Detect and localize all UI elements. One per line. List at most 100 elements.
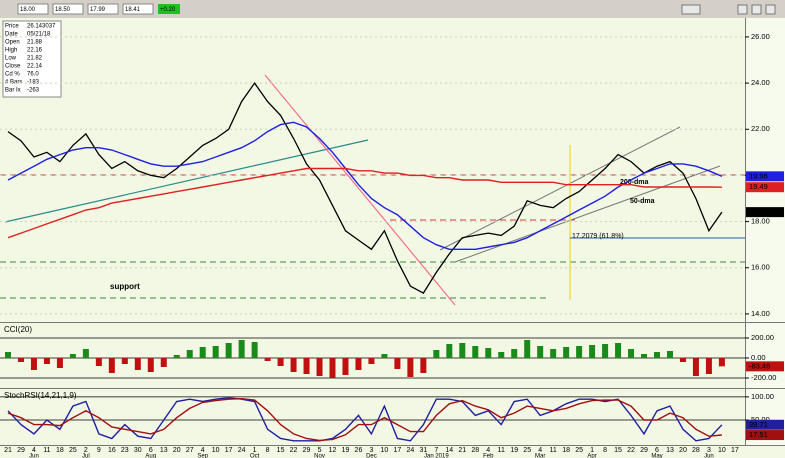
- x-tick-label: 1: [253, 447, 257, 454]
- info-label: Bar Ix: [5, 88, 21, 94]
- bar: [472, 346, 479, 358]
- info-value: -183: [27, 80, 40, 86]
- bar: [134, 358, 141, 370]
- bar: [17, 358, 24, 362]
- maximize-button[interactable]: [751, 4, 762, 15]
- x-tick-label: 9: [97, 447, 101, 454]
- y-tick-label: 16.00: [751, 263, 770, 272]
- x-tick-label: 6: [655, 447, 659, 454]
- value-box-label: 19.96: [749, 171, 768, 180]
- x-tick-label: 17: [394, 447, 402, 454]
- month-label: May: [651, 454, 662, 458]
- x-tick-label: 13: [666, 447, 674, 454]
- bar: [420, 358, 427, 373]
- value-box-label: 19.49: [749, 182, 768, 191]
- month-label: Sep: [197, 454, 208, 458]
- value-box-label: -83.46: [749, 361, 770, 370]
- value-box: [746, 361, 784, 372]
- bar: [615, 343, 622, 358]
- month-label: Nov: [314, 454, 325, 458]
- annotation: 200-dma: [620, 179, 649, 186]
- y-tick-label: 14.00: [751, 309, 770, 318]
- bar: [342, 358, 349, 375]
- x-tick-label: 25: [69, 447, 77, 454]
- x-tick-label: 1: [590, 447, 594, 454]
- minimize-button[interactable]: [737, 4, 748, 15]
- bar: [602, 344, 609, 358]
- x-tick-label: 23: [121, 447, 129, 454]
- x-tick-label: 7: [434, 447, 438, 454]
- info-value: -263: [27, 88, 40, 94]
- bar: [666, 351, 673, 358]
- bar: [108, 358, 115, 373]
- x-tick-label: 21: [4, 447, 12, 454]
- month-label: Oct: [250, 454, 260, 458]
- bar: [5, 352, 11, 358]
- bar: [641, 354, 648, 358]
- bar: [446, 344, 453, 358]
- info-value: 21.88: [27, 40, 43, 46]
- info-label: Close: [5, 64, 21, 70]
- x-tick-label: 13: [160, 447, 168, 454]
- y-tick-label: 100.00: [751, 392, 774, 401]
- toolbar-button[interactable]: [681, 4, 701, 15]
- x-tick-label: 19: [342, 447, 350, 454]
- info-label: High: [5, 48, 17, 54]
- x-tick-label: 15: [614, 447, 622, 454]
- bar: [173, 355, 180, 358]
- y-tick-label: 0.00: [751, 353, 766, 362]
- x-tick-label: 3: [369, 447, 373, 454]
- channel-line: [439, 126, 681, 251]
- month-label: Mar: [535, 454, 545, 458]
- month-label: Feb: [483, 454, 494, 458]
- x-tick-label: 10: [212, 447, 220, 454]
- x-tick-label: 4: [32, 447, 36, 454]
- month-label: Jan 2019: [424, 454, 449, 458]
- info-label: Open: [5, 40, 20, 46]
- bar: [329, 358, 336, 378]
- bar: [679, 358, 686, 362]
- month-label: Aug: [145, 454, 156, 458]
- bar: [82, 349, 89, 358]
- x-tick-label: 27: [186, 447, 194, 454]
- series-line: [7, 81, 723, 294]
- bar: [264, 358, 271, 361]
- bar: [550, 349, 557, 358]
- bar: [121, 358, 128, 364]
- panel-title: StochRSI(14,21,1,9): [4, 391, 77, 400]
- trend-line: [4, 139, 369, 223]
- x-tick-label: 4: [201, 447, 205, 454]
- change-box: [158, 4, 180, 14]
- toolbar-field: [122, 3, 154, 15]
- bar: [368, 358, 375, 364]
- close-button[interactable]: [765, 4, 776, 15]
- bar: [186, 350, 193, 358]
- toolbar-field: [17, 3, 49, 15]
- bar: [433, 350, 440, 358]
- x-tick-label: 25: [523, 447, 531, 454]
- x-tick-label: 12: [329, 447, 337, 454]
- info-label: Date: [5, 32, 18, 38]
- toolbar-field: [87, 3, 119, 15]
- info-value: 22.14: [27, 64, 43, 70]
- toolbar-value: 18.41: [125, 7, 141, 13]
- bar: [705, 358, 712, 374]
- y-tick-label: 18.00: [751, 217, 770, 226]
- bar: [199, 347, 206, 358]
- bar: [589, 345, 596, 358]
- bar: [225, 343, 232, 358]
- x-tick-label: 8: [266, 447, 270, 454]
- bar: [407, 358, 414, 377]
- x-tick-label: 29: [640, 447, 648, 454]
- value-box: [746, 419, 784, 430]
- bar: [303, 358, 310, 374]
- month-label: Jun: [704, 454, 714, 458]
- x-tick-label: 8: [603, 447, 607, 454]
- annotation: support: [110, 282, 140, 291]
- x-tick-label: 25: [575, 447, 583, 454]
- x-tick-label: 30: [134, 447, 142, 454]
- bar: [628, 349, 635, 358]
- trend-line: [264, 74, 456, 306]
- toolbar: [0, 0, 785, 18]
- info-box: [2, 20, 62, 98]
